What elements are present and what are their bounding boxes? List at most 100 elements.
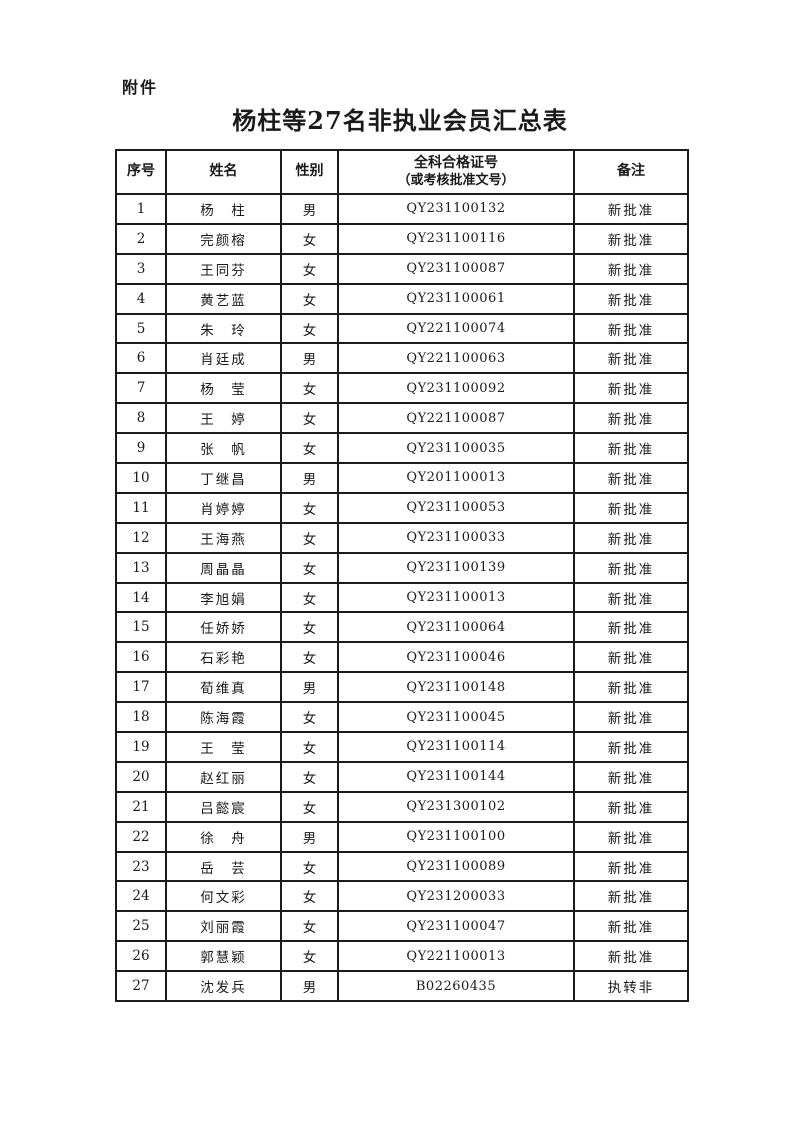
cell-name: 丁继昌 [165,462,282,494]
cell-gender: 女 [280,850,339,883]
cell-serial-number: 14 [115,581,167,614]
cell-serial-number: 9 [115,432,167,465]
cell-gender: 男 [280,820,339,853]
header-gender: 性别 [280,149,339,195]
cell-serial-number: 6 [115,342,167,375]
cell-gender: 男 [280,342,339,375]
cell-certificate-number: QY231100064 [337,611,575,644]
attachment-label: 附件 [122,80,159,97]
cell-serial-number: 17 [115,671,167,704]
cell-serial-number: 13 [115,551,167,584]
table-row: 16 石彩艳女 QY231100046 新批准 [115,641,689,674]
cell-certificate-number: QY231100148 [337,671,575,704]
cell-remark: 新批准 [573,312,689,345]
cell-serial-number: 23 [115,850,167,883]
cell-certificate-number: QY231100089 [337,850,575,883]
cell-remark: 新批准 [573,671,689,704]
cell-gender: 女 [280,611,339,644]
cell-certificate-number: QY231100013 [337,581,575,614]
cell-remark: 新批准 [573,760,689,793]
cell-remark: 新批准 [573,222,689,255]
cell-certificate-number: QY231200033 [337,880,575,913]
cell-certificate-number: QY231100132 [337,193,575,225]
table-row: 21 吕懿宸女 QY231300102 新批准 [115,790,689,823]
cell-gender: 女 [280,940,339,973]
cell-certificate-number: QY231100100 [337,820,575,853]
cell-certificate-number: QY231100144 [337,760,575,793]
cell-serial-number: 3 [115,252,167,285]
cell-name: 徐 舟 [165,820,282,853]
cell-serial-number: 25 [115,910,167,943]
cell-serial-number: 10 [115,462,167,494]
cell-certificate-number: QY231100092 [337,372,575,405]
table-row: 23 岳 芸女 QY231100089 新批准 [115,850,689,883]
cell-remark: 新批准 [573,342,689,375]
cell-serial-number: 4 [115,282,167,315]
cell-gender: 女 [280,880,339,913]
cell-remark: 新批准 [573,701,689,734]
cell-remark: 新批准 [573,611,689,644]
cell-gender: 女 [280,491,339,524]
cell-name: 任娇娇 [165,611,282,644]
cell-gender: 女 [280,910,339,943]
cell-certificate-number: QY221100087 [337,402,575,435]
cell-gender: 男 [280,970,339,1003]
table-row: 17 荀维真男 QY231100148 新批准 [115,671,689,704]
table-row: 20 赵红丽女 QY231100144 新批准 [115,760,689,793]
cell-gender: 男 [280,671,339,704]
cell-serial-number: 18 [115,701,167,734]
cell-gender: 女 [280,252,339,285]
cell-certificate-number: QY231100116 [337,222,575,255]
cell-certificate-number: QY231100046 [337,641,575,674]
cell-name: 何文彩 [165,880,282,913]
table-row: 13 周晶晶女 QY231100139 新批准 [115,551,689,584]
cell-certificate-number: QY231100114 [337,731,575,763]
table-row: 3 王同芬女 QY231100087 新批准 [115,252,689,285]
cell-remark: 新批准 [573,252,689,285]
cell-name: 黄艺蓝 [165,282,282,315]
table-row: 10 丁继昌男 QY201100013 新批准 [115,462,689,494]
cell-gender: 女 [280,641,339,674]
cell-serial-number: 26 [115,940,167,973]
cell-name: 张 帆 [165,432,282,465]
header-certificate-number: 全科合格证号 （或考核批准文号） [337,149,575,195]
cell-gender: 女 [280,282,339,315]
table-header: 序号 姓名 性别 全科合格证号 （或考核批准文号） 备注 [115,149,689,195]
cell-name: 朱 玲 [165,312,282,345]
cell-name: 李旭娟 [165,581,282,614]
cell-remark: 新批准 [573,193,689,225]
header-name: 姓名 [165,149,282,195]
cell-remark: 执转非 [573,970,689,1003]
cell-remark: 新批准 [573,790,689,823]
cell-gender: 女 [280,701,339,734]
cell-name: 王 莹 [165,731,282,763]
cell-certificate-number: QY221100013 [337,940,575,973]
cell-serial-number: 24 [115,880,167,913]
cell-remark: 新批准 [573,581,689,614]
table-row: 6 肖廷成男 QY221100063 新批准 [115,342,689,375]
cell-certificate-number: QY221100063 [337,342,575,375]
cell-gender: 女 [280,222,339,255]
cell-name: 周晶晶 [165,551,282,584]
cell-certificate-number: QY231100047 [337,910,575,943]
cell-serial-number: 11 [115,491,167,524]
cell-certificate-number: QY231100061 [337,282,575,315]
cell-serial-number: 19 [115,731,167,763]
table-row: 19 王 莹女 QY231100114 新批准 [115,731,689,763]
cell-gender: 女 [280,760,339,793]
cell-gender: 男 [280,193,339,225]
cell-serial-number: 16 [115,641,167,674]
cell-serial-number: 20 [115,760,167,793]
cell-serial-number: 8 [115,402,167,435]
header-certificate-line2: （或考核批准文号） [397,172,515,188]
cell-serial-number: 1 [115,193,167,225]
cell-certificate-number: QY231100035 [337,432,575,465]
header-certificate-line1: 全科合格证号 [414,155,498,172]
cell-gender: 女 [280,402,339,435]
cell-gender: 女 [280,521,339,554]
cell-remark: 新批准 [573,910,689,943]
cell-remark: 新批准 [573,641,689,674]
